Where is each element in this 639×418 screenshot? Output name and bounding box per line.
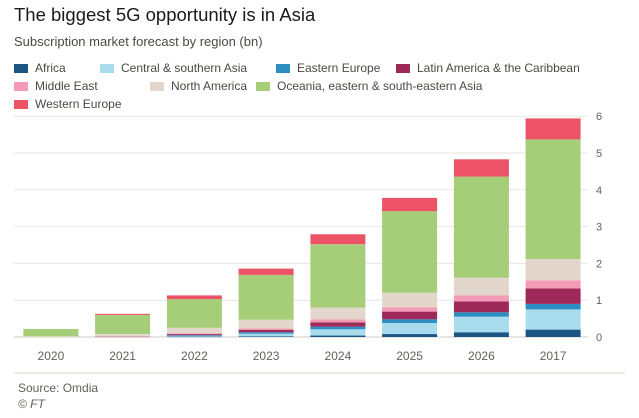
legend-label: Oceania, eastern & south-eastern Asia (277, 79, 483, 93)
ft-brand-mark: © FT (18, 397, 45, 411)
bar-segment-2017-oceania-eastern-south-eastern-asia (525, 139, 581, 259)
y-tick-label: 5 (596, 148, 602, 160)
bar-segment-2024-north-america (310, 307, 366, 320)
bar-segment-2024-middle-east (310, 319, 366, 323)
legend-item-latin-america-the-caribbean: Latin America & the Caribbean (396, 61, 580, 75)
legend-swatch (100, 63, 114, 73)
bar-segment-2026-western-europe (453, 159, 509, 177)
bar-segment-2026-central-southern-asia (453, 316, 509, 333)
x-tick-label: 2020 (38, 349, 65, 363)
bar-segment-2021-oceania-eastern-south-eastern-asia (95, 314, 151, 334)
bar-segment-2017-north-america (525, 259, 581, 281)
legend-swatch (14, 63, 28, 73)
bar-segment-2023-oceania-eastern-south-eastern-asia (238, 274, 294, 320)
bar-segment-2017-middle-east (525, 280, 581, 289)
bar-segment-2023-western-europe (238, 268, 294, 275)
bar-segment-2026-latin-america-the-caribbean (453, 301, 509, 313)
bar-segment-2021-latin-america-the-caribbean (95, 336, 151, 338)
bar-segment-2024-eastern-europe (310, 326, 366, 330)
bar-segment-2017-africa (525, 329, 581, 337)
bar-segment-2024-central-southern-asia (310, 329, 366, 336)
bar-segment-2022-central-southern-asia (166, 335, 222, 337)
bar-segment-2023-middle-east (238, 328, 294, 330)
source-note: Source: Omdia (18, 381, 99, 395)
y-tick-label: 6 (596, 111, 602, 123)
legend-swatch (256, 81, 270, 91)
bar-segment-2022-western-europe (166, 295, 222, 300)
legend-label: Eastern Europe (297, 61, 381, 75)
x-tick-label: 2017 (540, 349, 567, 363)
legend-label: Middle East (35, 79, 98, 93)
bar-segment-2020-north-america (23, 336, 79, 337)
bar-segment-2026-africa (453, 332, 509, 337)
bar-segment-2023-north-america (238, 319, 294, 329)
x-tick-label: 2023 (253, 349, 280, 363)
legend-swatch (396, 63, 410, 73)
bar-segment-2025-north-america (382, 292, 438, 308)
legend-swatch (14, 99, 28, 109)
x-tick-label: 2026 (468, 349, 495, 363)
bar-segment-2017-latin-america-the-caribbean (525, 288, 581, 304)
y-tick-label: 2 (596, 258, 602, 270)
bar-segment-2025-western-europe (382, 197, 438, 212)
bar-segment-2024-oceania-eastern-south-eastern-asia (310, 244, 366, 308)
legend-item-middle-east: Middle East (14, 79, 98, 93)
bar-segment-2022-eastern-europe (166, 335, 222, 336)
bar-segment-2021-western-europe (95, 313, 151, 315)
bar-segment-2017-eastern-europe (525, 303, 581, 310)
bar-segment-2017-central-southern-asia (525, 309, 581, 330)
bar-segment-2022-middle-east (166, 333, 222, 334)
bar-segment-2023-eastern-europe (238, 332, 294, 334)
bar-segment-2025-middle-east (382, 307, 438, 312)
x-tick-label: 2021 (109, 349, 136, 363)
bar-segment-2025-eastern-europe (382, 319, 438, 323)
bar-segment-2021-north-america (95, 334, 151, 337)
legend-label: Central & southern Asia (121, 61, 248, 75)
legend-label: Western Europe (35, 97, 122, 111)
bar-segment-2022-latin-america-the-caribbean (166, 334, 222, 336)
chart-subtitle: Subscription market forecast by region (… (14, 34, 263, 49)
legend-item-western-europe: Western Europe (14, 97, 122, 111)
bar-segment-2026-oceania-eastern-south-eastern-asia (453, 176, 509, 278)
chart-legend: Africa Central & southern Asia Eastern Eur… (14, 61, 614, 115)
bar-segment-2022-oceania-eastern-south-eastern-asia (166, 299, 222, 328)
bar-segment-2023-africa (238, 336, 294, 337)
bar-segment-2024-latin-america-the-caribbean (310, 322, 366, 327)
legend-label: North America (171, 79, 248, 93)
legend-item-north-america: North America (150, 79, 247, 93)
legend-label: Africa (35, 61, 66, 75)
y-tick-label: 1 (596, 295, 602, 307)
legend-label: Latin America & the Caribbean (417, 61, 580, 75)
y-tick-label: 4 (596, 185, 602, 197)
bar-segment-2025-africa (382, 334, 438, 337)
x-tick-label: 2025 (396, 349, 423, 363)
bar-segment-2025-central-southern-asia (382, 323, 438, 334)
bar-segment-2023-latin-america-the-caribbean (238, 330, 294, 333)
y-tick-label: 0 (596, 332, 602, 344)
legend-item-africa: Africa (14, 61, 66, 75)
bar-segment-2022-north-america (166, 327, 222, 334)
bar-segment-2024-africa (310, 335, 366, 337)
bar-segment-2023-central-southern-asia (238, 333, 294, 337)
chart-title: The biggest 5G opportunity is in Asia (14, 4, 316, 25)
bar-segment-2022-africa (166, 336, 222, 338)
bar-segment-2026-eastern-europe (453, 312, 509, 317)
bar-segment-2020-oceania-eastern-south-eastern-asia (23, 328, 79, 337)
x-tick-label: 2022 (181, 349, 208, 363)
x-tick-label: 2024 (325, 349, 352, 363)
bar-segment-2026-middle-east (453, 295, 509, 302)
legend-swatch (276, 63, 290, 73)
legend-swatch (150, 81, 164, 91)
bar-segment-2024-western-europe (310, 234, 366, 245)
bar-segment-2025-latin-america-the-caribbean (382, 311, 438, 320)
legend-swatch (14, 81, 28, 91)
bar-segment-2025-oceania-eastern-south-eastern-asia (382, 211, 438, 293)
y-tick-label: 3 (596, 222, 602, 234)
legend-item-eastern-europe: Eastern Europe (276, 61, 380, 75)
bar-segment-2026-north-america (453, 277, 509, 296)
legend-item-oceania-eastern-south-eastern-asia: Oceania, eastern & south-eastern Asia (256, 79, 482, 93)
bar-segment-2017-western-europe (525, 118, 581, 140)
legend-item-central-southern-asia: Central & southern Asia (100, 61, 247, 75)
